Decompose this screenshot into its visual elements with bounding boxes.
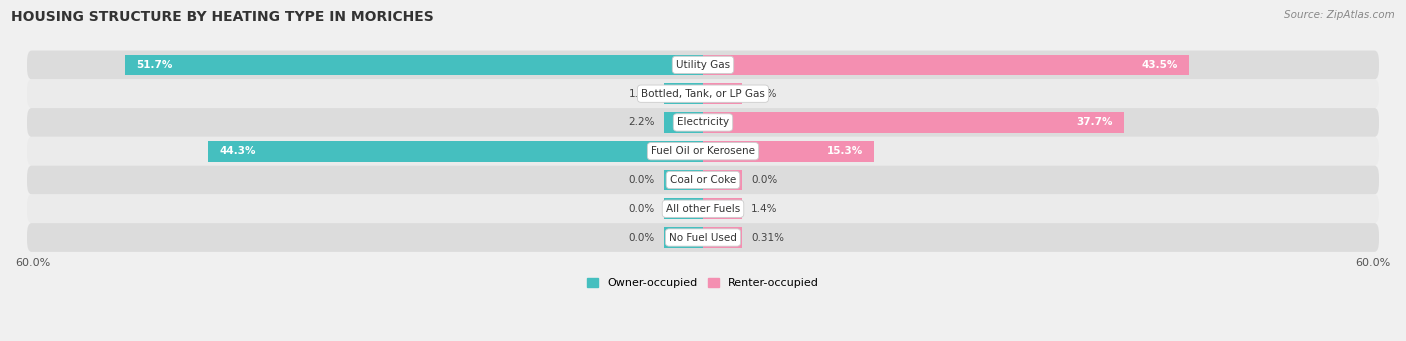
Bar: [703, 112, 1125, 133]
Text: 15.3%: 15.3%: [827, 146, 863, 156]
Text: Coal or Coke: Coal or Coke: [669, 175, 737, 185]
Text: 1.9%: 1.9%: [751, 89, 778, 99]
Bar: [703, 198, 742, 219]
FancyBboxPatch shape: [27, 194, 1379, 223]
Text: 0.0%: 0.0%: [751, 175, 778, 185]
Bar: [664, 227, 703, 248]
Text: 37.7%: 37.7%: [1077, 117, 1114, 128]
Text: 1.8%: 1.8%: [628, 89, 655, 99]
Text: 2.2%: 2.2%: [628, 117, 655, 128]
Bar: [703, 169, 742, 190]
Text: HOUSING STRUCTURE BY HEATING TYPE IN MORICHES: HOUSING STRUCTURE BY HEATING TYPE IN MOR…: [11, 10, 434, 24]
Bar: [664, 83, 703, 104]
Bar: [664, 112, 703, 133]
Text: 0.0%: 0.0%: [628, 233, 655, 242]
Text: Bottled, Tank, or LP Gas: Bottled, Tank, or LP Gas: [641, 89, 765, 99]
Text: 0.0%: 0.0%: [628, 204, 655, 214]
Text: Electricity: Electricity: [676, 117, 730, 128]
Legend: Owner-occupied, Renter-occupied: Owner-occupied, Renter-occupied: [582, 273, 824, 293]
Text: 44.3%: 44.3%: [219, 146, 256, 156]
Text: 51.7%: 51.7%: [136, 60, 173, 70]
Text: All other Fuels: All other Fuels: [666, 204, 740, 214]
Text: 0.31%: 0.31%: [751, 233, 785, 242]
Bar: [703, 227, 742, 248]
Bar: [664, 169, 703, 190]
Bar: [703, 141, 875, 162]
Text: 0.0%: 0.0%: [628, 175, 655, 185]
Text: Fuel Oil or Kerosene: Fuel Oil or Kerosene: [651, 146, 755, 156]
Text: 1.4%: 1.4%: [751, 204, 778, 214]
FancyBboxPatch shape: [27, 137, 1379, 166]
Text: Utility Gas: Utility Gas: [676, 60, 730, 70]
Bar: [703, 83, 742, 104]
FancyBboxPatch shape: [27, 166, 1379, 194]
Bar: [125, 55, 703, 75]
Bar: [664, 198, 703, 219]
Text: No Fuel Used: No Fuel Used: [669, 233, 737, 242]
Text: 43.5%: 43.5%: [1142, 60, 1178, 70]
Bar: [208, 141, 703, 162]
FancyBboxPatch shape: [27, 79, 1379, 108]
Text: Source: ZipAtlas.com: Source: ZipAtlas.com: [1284, 10, 1395, 20]
Bar: [703, 55, 1189, 75]
FancyBboxPatch shape: [27, 50, 1379, 79]
FancyBboxPatch shape: [27, 108, 1379, 137]
FancyBboxPatch shape: [27, 223, 1379, 252]
